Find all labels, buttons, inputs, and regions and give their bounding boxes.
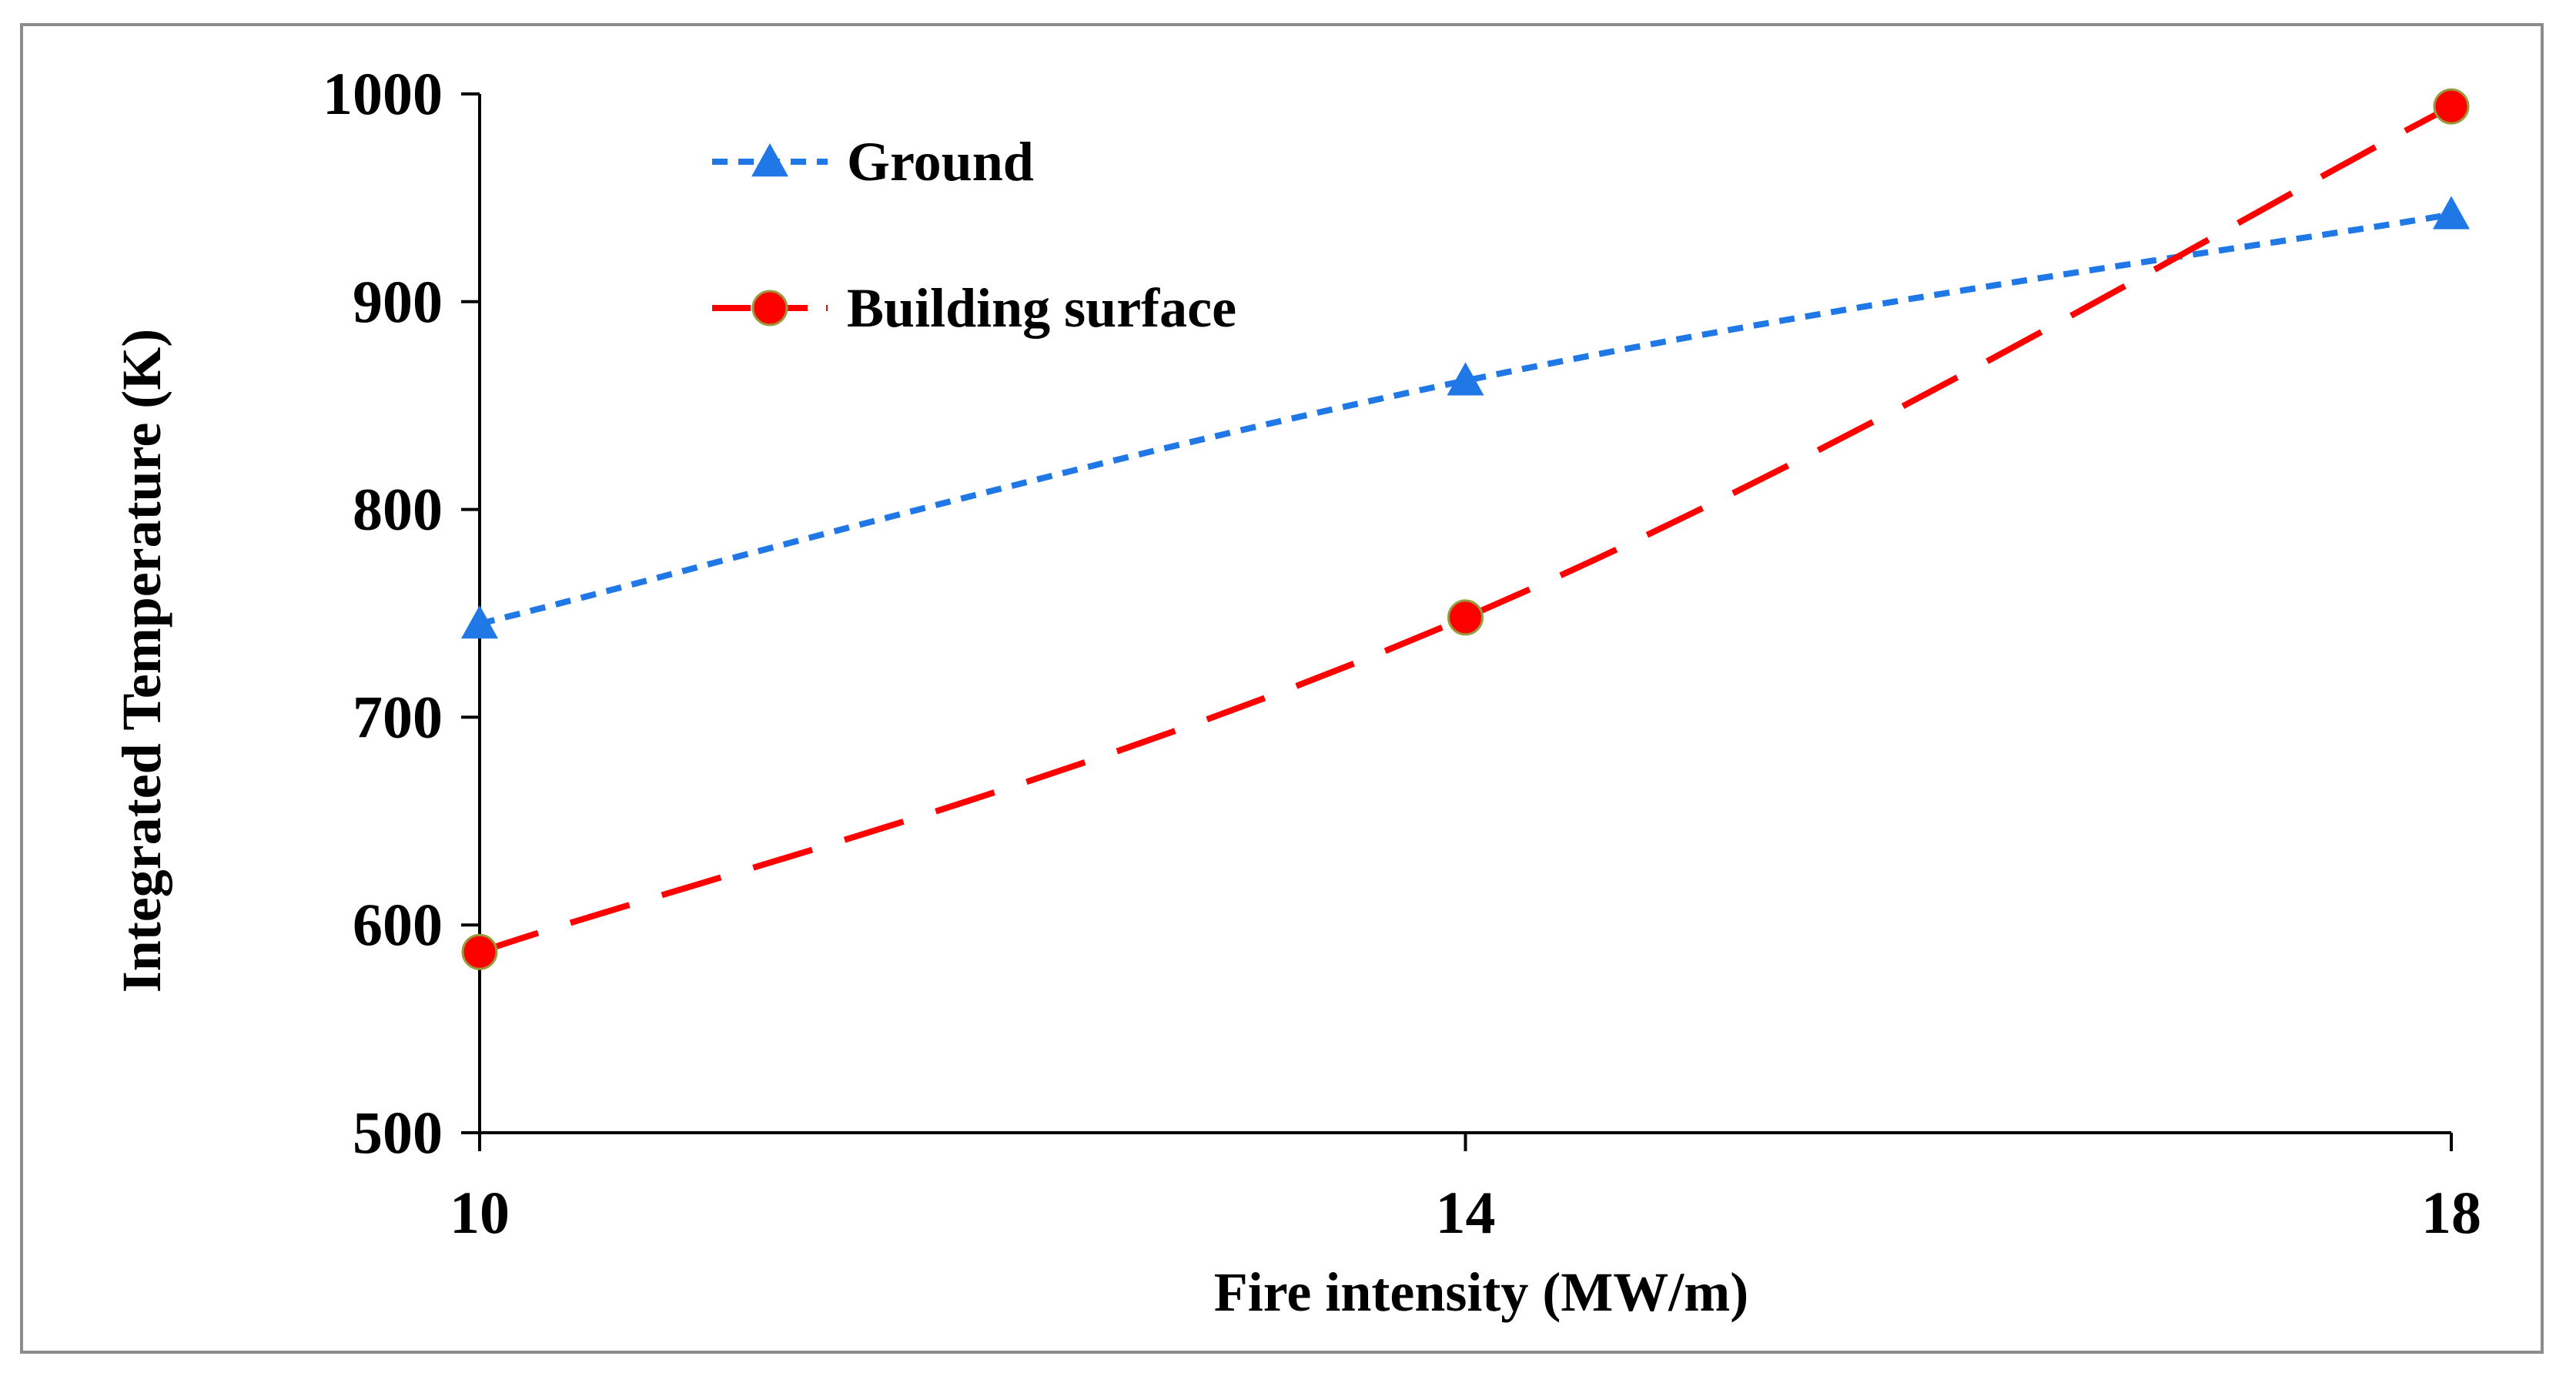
axes: 500 600 700 800 900 1000 10 14 18 <box>323 60 2481 1246</box>
y-tick-label: 800 <box>353 476 443 543</box>
x-tick-label: 10 <box>450 1179 510 1246</box>
legend-entry: Building surface <box>712 277 1236 339</box>
legend: Ground Building surface <box>712 131 1236 339</box>
data-point <box>2433 88 2470 125</box>
series-ground <box>461 196 2470 639</box>
series-line <box>478 103 2453 956</box>
legend-marker <box>751 143 788 177</box>
series-building-surface <box>461 88 2470 970</box>
x-axis-title: Fire intensity (MW/m) <box>1214 1261 1749 1323</box>
x-tick-label: 14 <box>1436 1179 1496 1246</box>
legend-marker <box>751 290 788 326</box>
data-point <box>461 604 498 639</box>
y-tick-label: 1000 <box>323 60 443 127</box>
y-axis-title: Integrated Temperature (K) <box>111 329 172 993</box>
y-tick-label: 700 <box>353 683 443 750</box>
x-tick-label: 18 <box>2421 1179 2481 1246</box>
legend-label: Building surface <box>847 277 1236 339</box>
data-point <box>2433 196 2470 229</box>
series-line <box>479 211 2452 627</box>
y-tick-label: 600 <box>353 891 443 958</box>
y-tick-label: 900 <box>353 268 443 335</box>
legend-entry: Ground <box>712 131 1034 193</box>
legend-label: Ground <box>847 131 1034 193</box>
data-point <box>1447 362 1484 396</box>
series-layer <box>461 88 2470 970</box>
data-point <box>1447 599 1484 636</box>
y-tick-label: 500 <box>353 1099 443 1166</box>
data-point <box>461 933 498 970</box>
